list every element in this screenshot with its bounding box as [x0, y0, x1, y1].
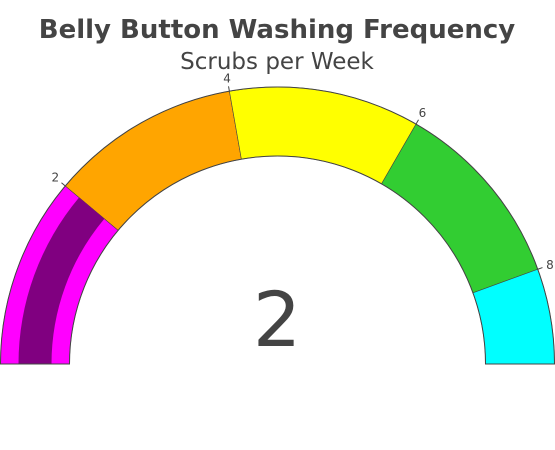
gauge-value-bar: [18, 197, 105, 364]
gauge-tick-label-6: 6: [419, 106, 427, 120]
gauge-value-bar-layer: [18, 197, 105, 364]
gauge-step-3: [381, 123, 539, 294]
gauge-tick-label-2: 2: [51, 171, 59, 185]
gauge-tick-8: [537, 267, 543, 270]
gauge-tick-4: [228, 86, 230, 92]
gauge-tick-2: [61, 182, 66, 187]
gauge-step-2: [229, 86, 417, 185]
gauge-outline: [0, 86, 555, 365]
gauge-tick-label-8: 8: [546, 258, 554, 272]
gauge-axis-ticks: 2 4 6 8: [51, 71, 553, 271]
chart-subtitle: Scrubs per Week: [180, 49, 374, 75]
chart-title: Belly Button Washing Frequency: [39, 15, 515, 45]
gauge-border: [0, 86, 555, 365]
gauge-tick-6: [415, 119, 419, 125]
gauge-value: 2: [253, 275, 301, 364]
gauge-tick-label-4: 4: [223, 71, 231, 85]
